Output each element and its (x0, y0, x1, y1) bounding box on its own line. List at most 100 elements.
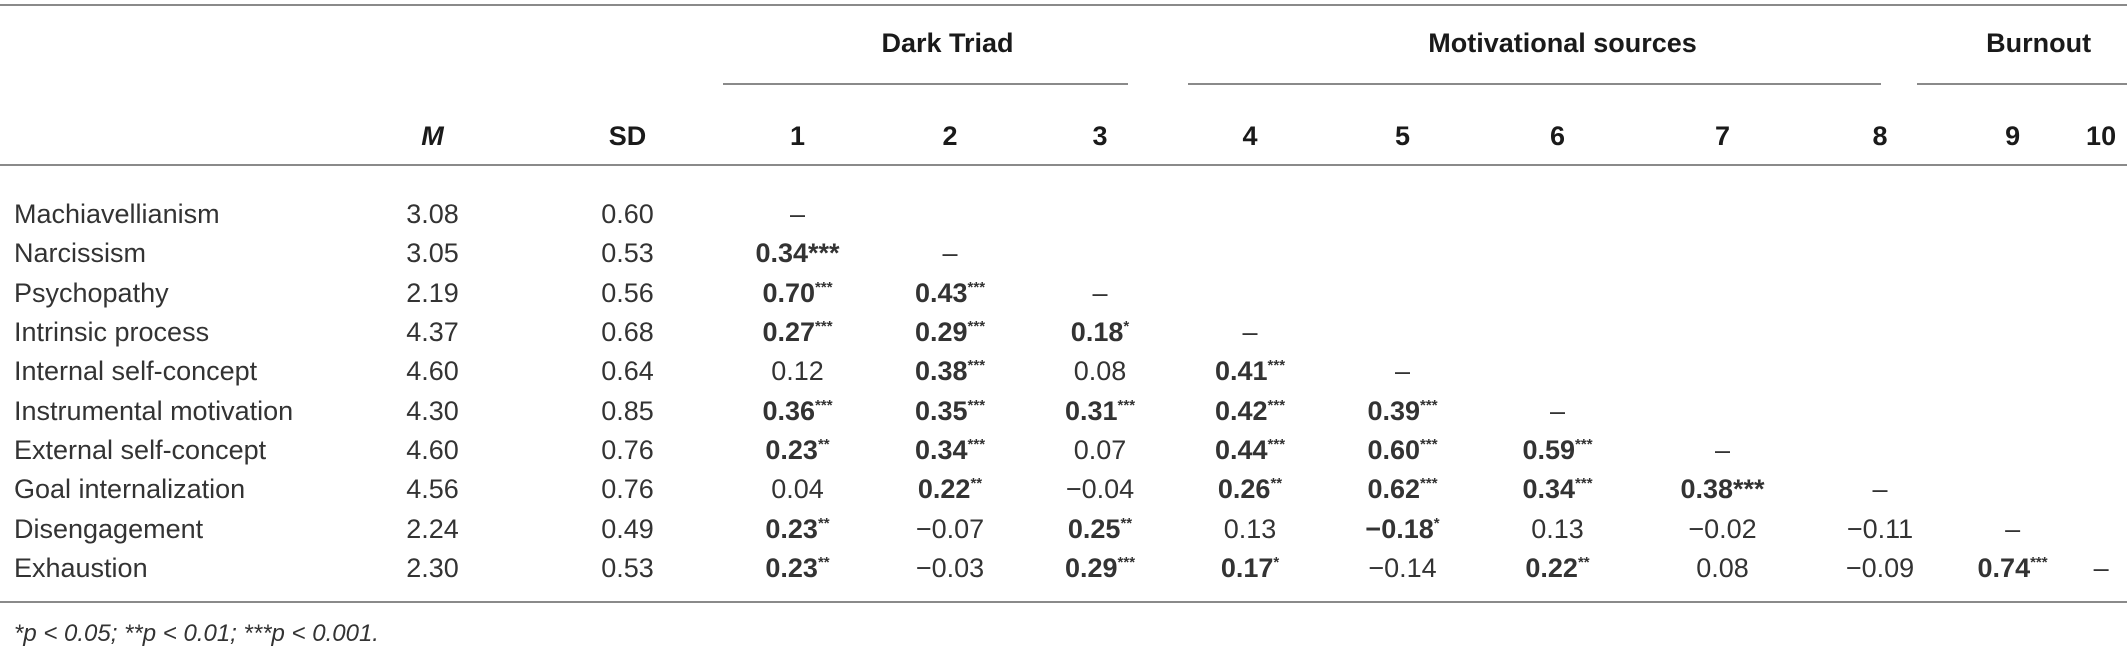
correlation-value: 0.36 (762, 395, 816, 426)
correlation-value: 0.38 (914, 356, 968, 387)
sd-cell: 0.60 (601, 199, 654, 230)
correlation-cell: 0.07 (1025, 431, 1175, 470)
empty-cell (1175, 234, 1325, 273)
correlation-cell: 0.29*** (1025, 549, 1175, 588)
row-label: Disengagement (14, 513, 204, 544)
empty-cell (2075, 274, 2127, 313)
row-label: Instrumental motivation (14, 395, 294, 426)
table-row: Internal self-concept 4.60 0.64 0.12 0.38***… (0, 352, 2127, 391)
sd-cell: 0.53 (601, 238, 654, 269)
correlation-value: – (1872, 474, 1888, 505)
column-header-9: 9 (2005, 121, 2021, 151)
significance-marker: *** (1420, 396, 1438, 414)
table-footnote: *p < 0.05; **p < 0.01; ***p < 0.001. (14, 620, 379, 647)
column-header-5: 5 (1395, 121, 1411, 151)
correlation-value: 0.23 (765, 513, 818, 544)
correlation-cell: 0.23** (720, 509, 875, 548)
row-label: Machiavellianism (14, 199, 220, 230)
correlation-value: 0.07 (1073, 434, 1127, 465)
column-header-2: 2 (942, 121, 958, 151)
empty-cell (1950, 313, 2075, 352)
correlation-cell: −0.04 (1025, 470, 1175, 509)
correlation-value: – (2093, 552, 2109, 583)
correlation-value: −0.18 (1365, 513, 1434, 544)
correlation-value: 0.39 (1367, 395, 1421, 426)
correlation-value: 0.18 (1070, 317, 1124, 348)
empty-cell (1325, 313, 1480, 352)
correlation-value: −0.14 (1368, 552, 1437, 583)
correlation-cell: – (1810, 470, 1950, 509)
column-header-3: 3 (1092, 121, 1108, 151)
significance-marker: *** (967, 435, 986, 453)
empty-cell (1810, 313, 1950, 352)
bottom-rule (0, 601, 2127, 603)
empty-cell (1025, 234, 1175, 273)
significance-marker: *** (1267, 396, 1286, 414)
correlation-value: 0.60 (1367, 434, 1421, 465)
correlation-cell: −0.18* (1325, 509, 1480, 548)
empty-cell (1810, 352, 1950, 391)
correlation-value: 0.13 (1223, 513, 1277, 544)
correlation-value: 0.22 (1525, 552, 1578, 583)
sd-cell: 0.49 (601, 513, 654, 544)
correlation-value: 0.34*** (755, 238, 840, 269)
correlation-value: 0.43 (914, 277, 968, 308)
table-row: Disengagement 2.24 0.49 0.23** −0.07 0.25** 0.… (0, 509, 2127, 548)
table-row: Goal internalization 4.56 0.76 0.04 0.22** −0… (0, 470, 2127, 509)
empty-cell (1025, 195, 1175, 234)
significance-marker: ** (1577, 553, 1590, 571)
empty-cell (1950, 431, 2075, 470)
correlation-value: 0.08 (1696, 552, 1749, 583)
header-rule (0, 164, 2127, 166)
correlation-cell: 0.13 (1480, 509, 1635, 548)
correlation-value: – (942, 238, 958, 269)
sd-cell: 0.53 (601, 552, 654, 583)
empty-cell (1635, 195, 1810, 234)
correlation-value: 0.31 (1064, 395, 1118, 426)
empty-cell (1810, 234, 1950, 273)
correlation-cell: – (1950, 509, 2075, 548)
row-label: Exhaustion (14, 552, 148, 583)
group-header-burnout: Burnout (1986, 28, 2092, 58)
group-rule-motivational-sources (1188, 83, 1881, 85)
correlation-value: 0.44 (1214, 434, 1268, 465)
significance-marker: *** (1267, 357, 1286, 375)
mean-cell: 4.56 (406, 474, 459, 505)
correlation-cell: 0.38*** (1635, 470, 1810, 509)
correlation-cell: 0.34*** (875, 431, 1025, 470)
table-body: Machiavellianism 3.08 0.60 – Narcissism 3.05 0… (0, 170, 2127, 588)
correlation-value: 0.62 (1367, 474, 1421, 505)
empty-cell (1175, 195, 1325, 234)
empty-cell (875, 195, 1025, 234)
sd-cell: 0.68 (601, 317, 654, 348)
correlation-value: – (1092, 277, 1108, 308)
empty-cell (1950, 195, 2075, 234)
table-spacer-row (0, 170, 2127, 195)
correlation-cell: 0.22** (1480, 549, 1635, 588)
significance-marker: *** (1267, 435, 1286, 453)
correlation-value: – (789, 199, 806, 230)
significance-marker: *** (1420, 475, 1438, 493)
empty-cell (1325, 274, 1480, 313)
empty-cell (1480, 234, 1635, 273)
correlation-value: 0.26 (1217, 474, 1271, 505)
column-header-row: M SD 1 2 3 4 5 6 7 8 9 10 (0, 83, 2127, 170)
correlation-cell: 0.04 (720, 470, 875, 509)
significance-marker: *** (1575, 435, 1593, 453)
row-label: Psychopathy (14, 277, 169, 308)
significance-marker: * (1273, 553, 1280, 571)
significance-marker: *** (1420, 435, 1438, 453)
correlation-value: – (2005, 513, 2021, 544)
correlation-cell: 0.18* (1025, 313, 1175, 352)
column-header-variable (0, 83, 330, 170)
empty-cell (2075, 352, 2127, 391)
correlation-cell: 0.22** (875, 470, 1025, 509)
empty-cell (1810, 431, 1950, 470)
mean-cell: 4.60 (406, 434, 459, 465)
correlation-cell: 0.42*** (1175, 391, 1325, 430)
empty-cell (1480, 195, 1635, 234)
correlation-value: 0.17 (1220, 552, 1274, 583)
correlation-value: – (1395, 356, 1411, 387)
group-header-blank (0, 0, 720, 83)
empty-cell (1950, 352, 2075, 391)
